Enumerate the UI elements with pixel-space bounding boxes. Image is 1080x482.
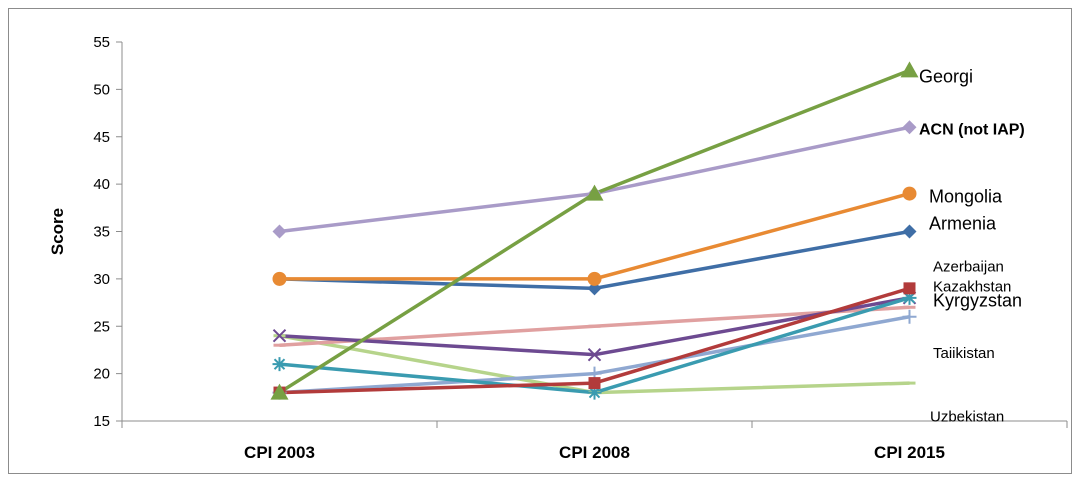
- marker-star: [902, 290, 917, 305]
- y-tick-label: 40: [93, 176, 110, 193]
- marker-circle: [272, 271, 287, 286]
- y-tick-label: 55: [93, 34, 110, 51]
- series-label: Kyrgyzstan: [933, 291, 1022, 311]
- series-lines: [278, 68, 911, 395]
- series-markers: [270, 61, 919, 400]
- series-labels: Georgi ACN (not IAP) Mongolia Armenia Azerba…: [919, 66, 1025, 425]
- chart-frame: [8, 8, 1072, 474]
- series-label: Azerbaijan: [933, 259, 1004, 276]
- axes: 15 20 25 30 35 40 45 50 55 CPI 2003 CPI 2008 CPI 20…: [93, 34, 1068, 462]
- series-label: ACN (not IAP): [919, 121, 1025, 138]
- y-tick-label: 35: [93, 224, 110, 241]
- y-axis-label: Score: [48, 208, 67, 255]
- marker-circle: [902, 186, 917, 201]
- marker-triangle: [900, 61, 919, 78]
- x-tick-label: CPI 2015: [874, 443, 945, 462]
- marker-triangle: [585, 184, 604, 201]
- marker-diamond: [272, 224, 287, 239]
- series-label: Uzbekistan: [930, 408, 1004, 425]
- series-label: Taiikistan: [933, 345, 995, 362]
- marker-circle: [587, 271, 602, 286]
- x-tick-label: CPI 2008: [559, 443, 630, 462]
- marker-triangle: [270, 383, 289, 400]
- series-line: [279, 191, 910, 281]
- series-label: Mongolia: [929, 187, 1003, 207]
- marker-diamond: [902, 224, 917, 239]
- y-tick-label: 30: [93, 271, 110, 288]
- series-line: [278, 68, 911, 395]
- x-tick-label: CPI 2003: [244, 443, 315, 462]
- y-tick-label: 20: [93, 366, 110, 383]
- marker-square: [588, 377, 601, 390]
- marker-x: [272, 329, 287, 343]
- marker-x: [587, 347, 602, 362]
- y-tick-label: 15: [93, 413, 110, 430]
- series-line: [279, 125, 910, 234]
- series-label: Armenia: [929, 214, 997, 234]
- y-tick-label: 50: [93, 81, 110, 98]
- marker-star: [587, 385, 602, 400]
- y-tick-label: 45: [93, 129, 110, 146]
- marker-star: [272, 357, 287, 372]
- series-label: Georgi: [919, 66, 973, 86]
- marker-diamond: [902, 120, 917, 135]
- series-label: Kazakhstan: [933, 278, 1011, 295]
- marker-plus: [902, 309, 917, 324]
- y-tick-label: 25: [93, 318, 110, 335]
- marker-square: [903, 282, 916, 295]
